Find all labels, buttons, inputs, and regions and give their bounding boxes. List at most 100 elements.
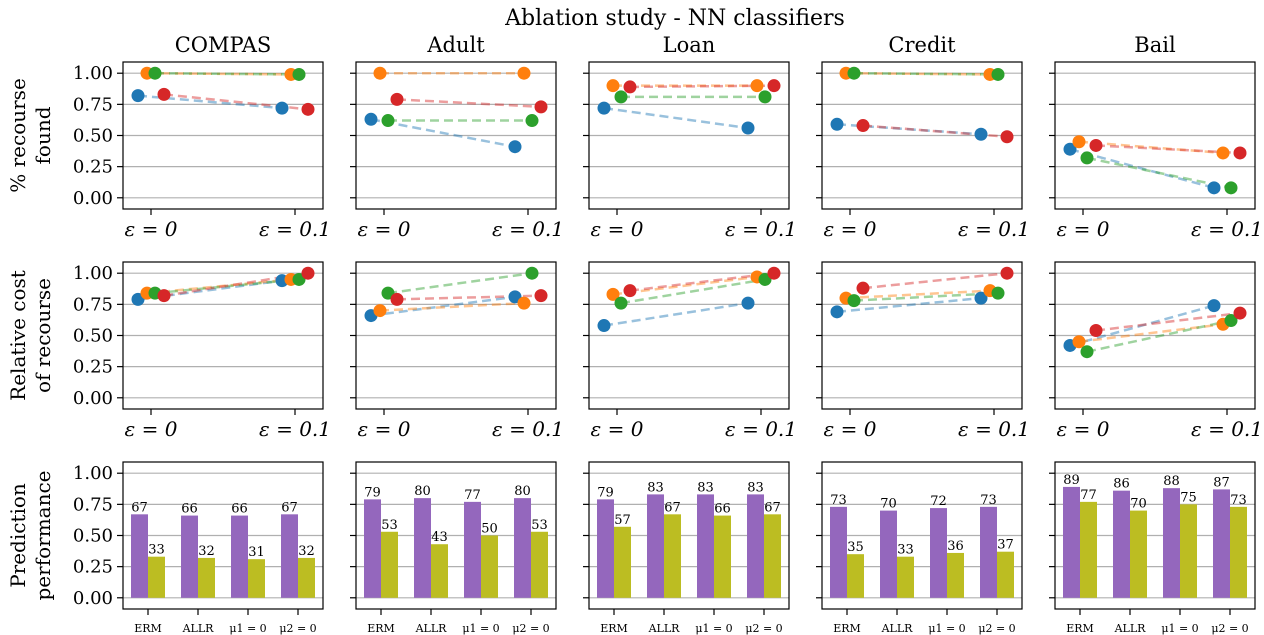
series-line-2	[845, 71, 991, 76]
series-line-4	[629, 271, 775, 292]
series-line-1	[603, 301, 749, 327]
series-line-1	[1069, 147, 1215, 190]
series-line-2	[146, 71, 292, 76]
y-tick-label: 0.00	[73, 188, 113, 209]
series-line-3	[1086, 156, 1232, 190]
y-tick-label: 0.50	[73, 326, 113, 347]
bar-value-label: 75	[1180, 490, 1197, 505]
panel-compas-row2: 0.00 0.25 0.50 0.75 1.00 ε = 0 ε = 0.1	[73, 261, 331, 441]
data-point-series-2	[750, 79, 764, 93]
bar-value-label: 43	[431, 530, 448, 545]
bar-value-label: 32	[198, 544, 215, 559]
bar-value-label: 32	[298, 544, 315, 559]
series-line-3	[853, 291, 999, 302]
data-point-series-2	[606, 79, 620, 93]
series-line-1	[836, 296, 982, 314]
data-point-series-1	[1063, 142, 1077, 156]
bar-value-label: 67	[664, 500, 681, 515]
bar-value-label: 87	[1213, 475, 1230, 490]
bar-value-label: 31	[248, 545, 265, 560]
panel-loan-row2: ε = 0 ε = 0.1	[583, 261, 797, 441]
row-label-3: Prediction performance	[6, 470, 55, 600]
panel-compas-row3: 0.00 0.25 0.50 0.75 1.00 67 33 ERM 66 32 ALLR 66 31 μ…	[73, 461, 324, 635]
data-point-series-4	[390, 92, 404, 106]
data-point-series-4	[623, 80, 637, 94]
data-point-series-3	[1224, 314, 1238, 328]
y-tick-label: 0.00	[73, 588, 113, 609]
x-tick-label: ALLR	[881, 622, 914, 635]
series-line-4	[163, 271, 309, 297]
data-point-series-2	[606, 287, 620, 301]
data-point-series-4	[301, 102, 315, 116]
x-tick-label: ALLR	[648, 622, 681, 635]
bar-value-label: 33	[148, 543, 165, 558]
bar-a	[930, 508, 947, 598]
panel-frame	[355, 61, 557, 210]
bar-a	[647, 494, 664, 598]
x-tick-label: ε = 0.1	[259, 417, 331, 441]
bar-value-label: 72	[930, 494, 947, 509]
data-point-series-3	[148, 66, 162, 80]
bar-value-label: 33	[897, 543, 914, 558]
y-tick-label: 0.25	[73, 357, 113, 378]
data-point-series-3	[758, 90, 772, 104]
x-tick-label: μ1 = 0	[928, 622, 965, 635]
bar-b	[614, 526, 631, 598]
data-point-series-1	[974, 127, 988, 141]
data-point-series-2	[373, 304, 387, 318]
y-tick-label: 1.00	[73, 463, 113, 484]
bar-value-label: 79	[597, 485, 614, 500]
y-tick-label: 0.75	[73, 494, 113, 515]
panel-bail-row2: ε = 0 ε = 0.1	[1049, 261, 1263, 441]
bar-a	[281, 514, 298, 598]
data-point-series-2	[517, 296, 531, 310]
y-tick-label: 0.75	[73, 94, 113, 115]
series-line-4	[1095, 144, 1241, 155]
bar-b	[1180, 504, 1197, 598]
x-tick-label: ε = 0.1	[1191, 417, 1263, 441]
series-line-2	[1078, 323, 1224, 343]
bar-value-label: 88	[1163, 474, 1180, 489]
panel-grid: COMPAS Adult Loan Credit Bail % recourse found…	[6, 33, 1263, 635]
bar-value-label: 35	[847, 540, 864, 555]
panel-adult-row1: ε = 0 ε = 0.1	[350, 61, 564, 241]
bar-value-label: 37	[997, 538, 1014, 553]
data-point-series-4	[1089, 138, 1103, 152]
bar-b	[947, 552, 964, 598]
x-tick-label: ε = 0	[824, 417, 877, 441]
column-title-bail: Bail	[1134, 33, 1176, 57]
y-tick-label: 0.25	[73, 557, 113, 578]
panel-frame	[588, 261, 790, 410]
panel-frame	[1054, 461, 1256, 610]
x-tick-label: ERM	[600, 622, 628, 635]
x-tick-label: ε = 0	[591, 217, 644, 241]
panel-credit-row3: 73 35 ERM 70 33 ALLR 72 36 μ1 = 0 73 37 μ2 = 0	[816, 461, 1023, 635]
data-point-series-3	[991, 67, 1005, 81]
data-point-series-2	[1072, 335, 1086, 349]
x-tick-label: ε = 0.1	[492, 417, 564, 441]
data-point-series-4	[767, 79, 781, 93]
data-point-series-1	[830, 117, 844, 131]
row-label-line: Relative cost	[6, 270, 30, 401]
bar-value-label: 80	[414, 484, 431, 499]
bar-value-label: 66	[181, 502, 198, 517]
x-tick-label: ε = 0.1	[725, 417, 797, 441]
data-point-series-4	[534, 100, 548, 114]
data-point-series-1	[364, 112, 378, 126]
data-point-series-1	[275, 101, 289, 115]
column-title-credit: Credit	[888, 33, 956, 57]
data-point-series-3	[1080, 151, 1094, 165]
bar-value-label: 83	[697, 480, 714, 495]
y-tick-label: 0.50	[73, 526, 113, 547]
x-tick-label: ALLR	[1114, 622, 1147, 635]
bar-b	[714, 515, 731, 598]
bar-a	[1163, 488, 1180, 598]
series-line-3	[387, 271, 533, 295]
data-point-series-3	[847, 294, 861, 308]
x-tick-label: μ2 = 0	[279, 622, 316, 635]
bar-a	[231, 515, 248, 598]
data-point-series-4	[856, 281, 870, 295]
bar-value-label: 73	[1230, 493, 1247, 508]
bar-b	[897, 556, 914, 598]
